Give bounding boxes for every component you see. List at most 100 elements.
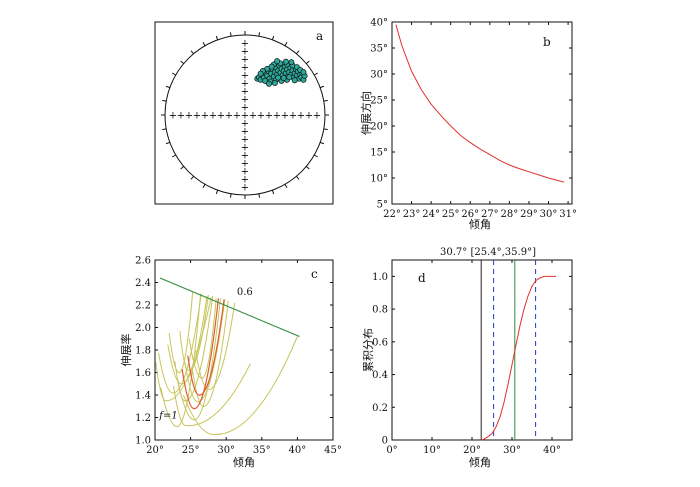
stereonet-cross-mark: + [305,111,313,122]
y-tick-label: 1.0 [135,436,151,447]
x-tick-label: 28° [501,209,519,220]
y-tick-label: 30° [370,70,388,81]
y-tick-label: 2.4 [135,278,151,289]
x-tick-label: 20° [463,445,481,456]
stretch-curve [158,293,202,394]
stereonet-cross-mark: + [169,111,177,122]
panel-b-ylabel: 伸展方向 [359,91,373,135]
stereonet-cross-mark: + [241,87,249,98]
stretch-curve [195,302,236,390]
stereonet-tick [229,32,232,37]
stereonet-tick [180,60,185,64]
x-tick-label: 35° [253,445,271,456]
stereonet-cross-mark: + [241,71,249,82]
stereonet-tick [314,72,318,76]
stereonet-cross: +++++++++++++++++++++++++++++++++++++ [169,39,321,194]
x-tick-label: 0° [386,445,397,456]
stereonet-tick [305,166,310,170]
stereonet-tick [296,175,300,180]
y-tick-label: 0.8 [372,305,388,316]
stereonet-cross-mark: + [225,111,233,122]
stereonet-cross-mark: + [313,111,321,122]
stereonet-cross-mark: + [241,95,249,106]
stereonet-cross-mark: + [193,111,201,122]
x-tick-label: 30° [540,209,558,220]
stretch-curve [191,300,229,407]
panel-b-xlabel: 倾角 [469,218,491,231]
stereonet-tick [258,193,261,198]
x-tick-label: 31° [559,209,577,220]
panel-c-label: c [311,267,318,281]
y-tick-label: 2.0 [135,323,151,334]
x-tick-label: 25° [442,209,460,220]
stereonet-tick [202,184,206,188]
stereonet-tick [162,99,167,102]
panel-c-xlabel: 倾角 [233,456,255,469]
stereonet-tick [320,141,325,145]
stretch-curve [167,295,208,385]
stretch-curve [183,336,298,435]
stereonet-cross-mark: + [233,111,241,122]
y-tick-label: 1.6 [135,368,151,379]
y-tick-label: 5° [377,200,388,211]
stereonet-point [291,77,298,84]
stereonet-tick [229,193,232,198]
stereonet-tick [258,32,261,37]
panel-b-axes: 22° 23° 24° 25° 26° 27° 28° 29° 30° 31°5°10°15°20… [370,18,577,221]
stretch-curve [179,294,209,371]
stereonet-cross-mark: + [241,47,249,58]
panel-c-axes: 20° 25° 30° 35° 40° 45° 1.0 1.2 1.4 1.6 1.8 2.0 2.2 2… [135,256,342,457]
stretch-curve [187,299,225,396]
stereonet-tick [305,60,310,64]
stereonet-cross-mark: + [201,111,209,122]
panel-d-frame [391,259,573,441]
stereonet-cross-mark: + [249,111,257,122]
stereonet-tick [172,72,176,76]
stereonet-cross-mark: + [241,55,249,66]
panel-d-vertical-lines [480,260,537,440]
panel-c-annotation-top: 0.6 [237,287,253,298]
stereonet-tick [162,128,167,131]
y-tick-label: 15° [370,148,388,159]
stereonet-cross-mark: + [257,111,265,122]
stereonet-tick [284,184,288,188]
stereonet-cross-mark: + [297,111,305,122]
panel-c-envelope-line [159,277,300,337]
x-tick-label: 27° [481,209,499,220]
y-tick-label: 2.6 [135,256,151,267]
y-tick-label: 0 [382,436,388,447]
stereonet-cross-mark: + [241,111,249,122]
stereonet-cross-mark: + [241,119,249,130]
x-tick-label: 26° [461,209,479,220]
stretch-curve [181,298,219,410]
panel-d-ylabel: 累积分布 [362,328,375,372]
stereonet-point [286,74,293,81]
y-tick-label: 0.2 [372,403,388,414]
stereonet-point [288,59,295,66]
x-tick-label: 20° [146,445,164,456]
stereonet-tick [314,154,318,158]
panel-a-frame [154,21,334,205]
stereonet-cross-mark: + [241,143,249,154]
stereonet-cross-mark: + [289,111,297,122]
stereonet-cross-mark: + [241,175,249,186]
stereonet-cross-mark: + [241,127,249,138]
y-tick-label: 35° [370,44,388,55]
x-tick-label: 23° [403,209,421,220]
x-tick-label: 25° [182,445,200,456]
stereonet-tick [165,141,170,145]
y-tick-label: 25° [370,96,388,107]
y-tick-label: 2.2 [135,301,151,312]
stereonet-point [280,75,287,81]
stereonet-tick [202,42,206,46]
stereonet-tick [172,154,176,158]
x-tick-label: 40° [289,445,307,456]
panel-d-annotation: 30.7° [25.4°,35.9°] [440,247,536,258]
panel-c-ylabel: 伸展率 [119,334,133,367]
stereonet-tick [320,85,325,89]
panel-b-frame [391,21,573,205]
stretch-curve [168,291,194,374]
stereonet-cross-mark: + [241,151,249,162]
x-tick-label: 45° [324,445,342,456]
